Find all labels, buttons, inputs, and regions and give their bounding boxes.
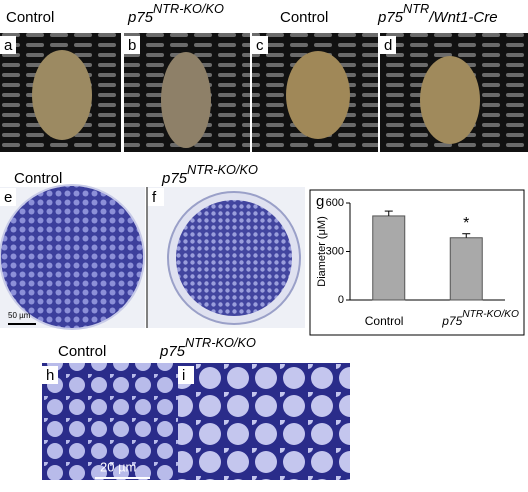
label-text: p75: [159, 343, 186, 360]
label-superscript: NTR-KO/KO: [462, 309, 519, 320]
chart-frame: [309, 189, 525, 336]
scale-bar-label: 20 µm: [100, 459, 136, 474]
y-axis-label: Diameter (μM): [316, 216, 328, 287]
panel-letter: e: [4, 189, 12, 206]
label-text: p75: [127, 9, 154, 26]
letter-box: [380, 36, 396, 54]
scale-bar-label: 50 µm: [8, 311, 31, 320]
error-bar: [462, 233, 471, 238]
label-text: Control: [280, 9, 328, 26]
bar: [372, 215, 406, 301]
error-bar: [384, 210, 393, 216]
panel-label: Control: [58, 343, 106, 360]
label-suffix: /Wnt1-Cre: [428, 9, 497, 26]
bar: [449, 237, 483, 301]
panel-label: p75NTR-KO/KO: [159, 335, 256, 360]
panel-letter: g: [316, 193, 324, 210]
panel-letter: c: [256, 37, 264, 54]
label-text: p75: [441, 314, 462, 328]
letter-box: [124, 36, 140, 54]
panel-letter: a: [4, 37, 13, 54]
y-tick-label: 0: [338, 294, 344, 306]
label-text: Control: [58, 343, 106, 360]
label-superscript: NTR-KO/KO: [153, 1, 224, 16]
panel-label: p75NTR-KO/KO: [127, 1, 224, 26]
panel-letter: h: [46, 367, 54, 384]
label-text: Control: [6, 9, 54, 26]
y-tick-label: 600: [326, 197, 344, 209]
letter-box: [178, 366, 194, 384]
panel-label: Control: [6, 9, 54, 26]
panel-label: Control: [280, 9, 328, 26]
panel-label: p75NTR/Wnt1-Cre: [377, 1, 498, 26]
letter-box: [0, 188, 16, 206]
fiber-closeups: [42, 363, 350, 480]
label-text: Control: [365, 314, 404, 328]
letter-box: [252, 36, 268, 54]
nerve-sections: [0, 184, 305, 330]
label-text: Control: [14, 170, 62, 187]
panel-letter: f: [152, 189, 157, 206]
label-superscript: NTR-KO/KO: [185, 335, 256, 350]
letter-box: [0, 36, 16, 54]
panel-label: Control: [14, 170, 62, 187]
label-superscript: NTR-KO/KO: [187, 162, 258, 177]
panel-letter: d: [384, 37, 392, 54]
letter-box: [148, 188, 164, 206]
letter-box: [42, 366, 58, 384]
label-text: p75: [377, 9, 404, 26]
panel-letter: i: [182, 367, 185, 384]
panel-label: Control: [365, 314, 404, 328]
label-superscript: NTR: [403, 1, 429, 16]
panel-letter: b: [128, 37, 136, 54]
y-tick-label: 300: [326, 245, 344, 257]
panel-label: p75NTR-KO/KO: [441, 309, 519, 328]
significance-mark: *: [463, 215, 469, 232]
mouse-photos: [0, 33, 528, 152]
label-text: p75: [161, 170, 188, 187]
panel-label: p75NTR-KO/KO: [161, 162, 258, 187]
